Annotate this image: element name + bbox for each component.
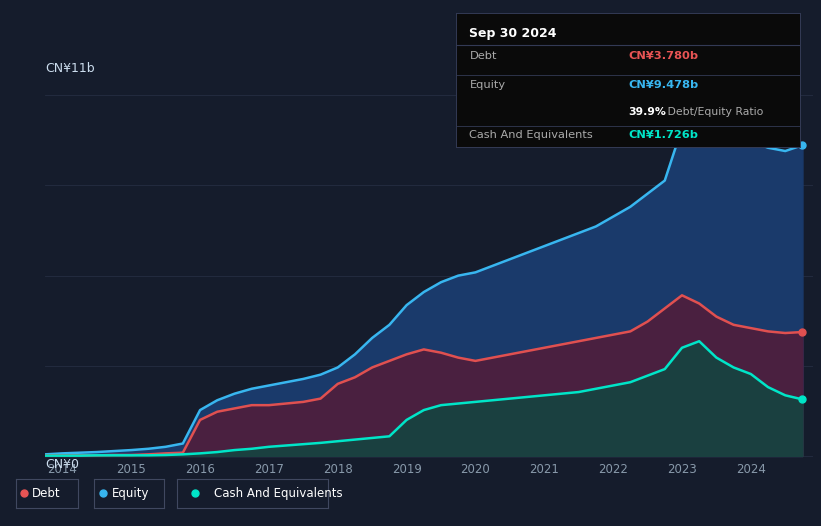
Text: Cash And Equivalents: Cash And Equivalents xyxy=(214,487,343,500)
Text: CN¥9.478b: CN¥9.478b xyxy=(628,80,699,90)
Text: Equity: Equity xyxy=(112,487,149,500)
Text: CN¥11b: CN¥11b xyxy=(45,62,94,75)
Text: CN¥0: CN¥0 xyxy=(45,458,79,471)
Text: Debt: Debt xyxy=(470,50,497,60)
Text: Debt/Equity Ratio: Debt/Equity Ratio xyxy=(664,107,764,117)
Text: 39.9%: 39.9% xyxy=(628,107,666,117)
Text: Equity: Equity xyxy=(470,80,506,90)
Text: Sep 30 2024: Sep 30 2024 xyxy=(470,26,557,39)
Text: Cash And Equivalents: Cash And Equivalents xyxy=(470,130,594,140)
Text: CN¥1.726b: CN¥1.726b xyxy=(628,130,698,140)
Text: CN¥3.780b: CN¥3.780b xyxy=(628,50,698,60)
Text: Debt: Debt xyxy=(32,487,61,500)
